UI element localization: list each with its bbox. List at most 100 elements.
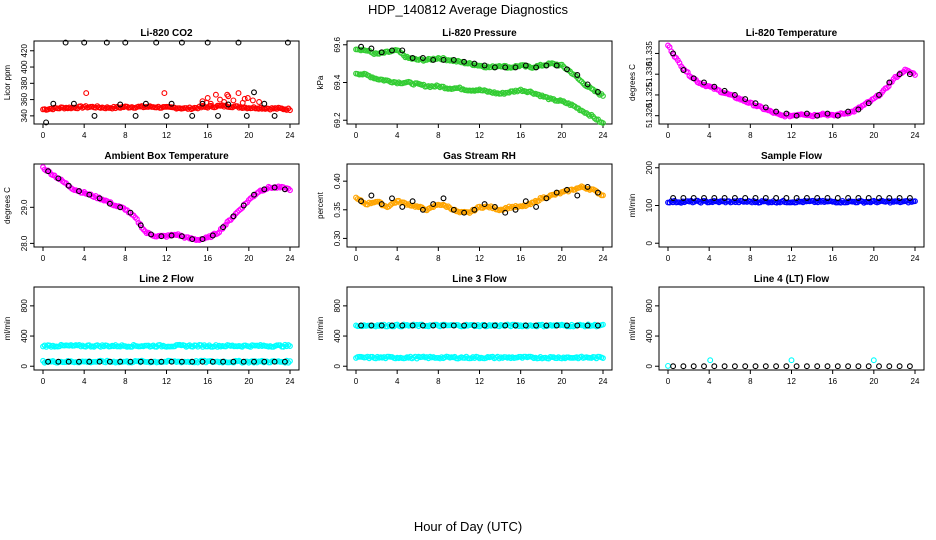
data-point — [461, 58, 468, 65]
data-point — [783, 363, 790, 370]
data-point — [886, 363, 893, 370]
data-point — [721, 363, 728, 370]
data-point — [773, 363, 780, 370]
data-point — [711, 195, 718, 201]
data-point — [481, 322, 488, 329]
data-point — [564, 186, 570, 193]
x-tick-label: 0 — [666, 254, 671, 263]
chart-title: Li-820 CO2 — [140, 28, 193, 39]
data-point — [168, 358, 175, 365]
data-point — [752, 195, 759, 201]
data-point — [285, 359, 292, 366]
x-tick-label: 12 — [162, 254, 171, 263]
x-tick-label: 24 — [286, 131, 295, 140]
panel-sample-flow: Sample Flow ml/min 0 4 8 12 16 20 24 0 100 200 — [628, 151, 925, 263]
data-point — [543, 195, 550, 202]
data-point — [461, 209, 468, 216]
y-tick-label: 69.6 — [333, 36, 342, 52]
data-point — [564, 66, 570, 73]
x-tick-label: 4 — [395, 254, 400, 263]
x-tick-label: 20 — [557, 377, 566, 386]
y-tick-label: 340 — [20, 109, 29, 123]
data-point — [762, 104, 769, 111]
data-point — [358, 43, 365, 50]
series-hour-average — [358, 183, 601, 216]
data-point — [481, 62, 488, 69]
y-tick-label: 800 — [333, 299, 342, 313]
data-point — [845, 108, 852, 115]
chart-title: Line 2 Flow — [139, 274, 194, 285]
data-point — [372, 355, 379, 362]
data-point — [189, 358, 196, 365]
x-tick-label: 16 — [516, 131, 525, 140]
y-tick-label: 0 — [20, 363, 29, 368]
x-tick-label: 24 — [911, 131, 920, 140]
data-point — [742, 195, 749, 201]
figure-title: HDP_140812 Average Diagnostics — [368, 2, 568, 17]
x-tick-label: 16 — [203, 377, 212, 386]
x-tick-label: 12 — [787, 377, 796, 386]
y-tick-label: 69.4 — [333, 74, 342, 90]
y-tick-label: 800 — [645, 299, 654, 313]
data-point — [584, 81, 591, 88]
data-point — [230, 358, 237, 365]
panel-line-3-flow: Line 3 Flow ml/min 0 4 8 12 16 20 24 0 400 800 — [316, 274, 613, 386]
data-point — [824, 195, 831, 201]
y-tick-label: 51.330 — [645, 61, 654, 86]
x-tick-label: 4 — [395, 377, 400, 386]
data-point — [855, 106, 862, 113]
y-tick-label: 69.2 — [333, 112, 342, 128]
x-tick-label: 20 — [557, 254, 566, 263]
data-point — [855, 195, 862, 201]
data-point — [62, 39, 69, 46]
x-tick-label: 20 — [244, 131, 253, 140]
data-point — [261, 358, 268, 365]
data-point — [76, 358, 82, 365]
data-point — [241, 95, 248, 102]
data-point — [117, 358, 124, 365]
data-point — [834, 195, 841, 201]
y-tick-label: 400 — [20, 329, 29, 343]
data-point — [731, 195, 738, 201]
data-point — [502, 322, 509, 329]
data-point — [788, 357, 795, 364]
data-point — [220, 358, 227, 365]
x-tick-label: 0 — [354, 377, 359, 386]
x-tick-label: 0 — [41, 254, 46, 263]
data-point — [70, 100, 77, 107]
data-point — [522, 62, 529, 69]
y-axis-label: Licor ppm — [3, 65, 12, 100]
data-point — [665, 362, 671, 369]
y-tick-label: 29.0 — [20, 199, 29, 215]
x-tick-label: 20 — [869, 377, 878, 386]
series-hour-average — [45, 358, 288, 365]
data-point — [419, 206, 426, 213]
x-tick-label: 24 — [911, 254, 920, 263]
data-point — [209, 232, 216, 239]
data-point — [855, 363, 862, 370]
data-point — [65, 182, 72, 189]
data-point — [189, 112, 196, 119]
data-point — [261, 100, 268, 107]
data-point — [235, 90, 242, 97]
chart-panels: Li-820 CO2 Licor ppm 0 4 8 12 16 20 24 340 360 380 4… — [3, 28, 925, 386]
data-point — [824, 363, 831, 370]
y-tick-label: 0.30 — [333, 230, 342, 246]
x-tick-label: 16 — [203, 131, 212, 140]
data-point — [793, 195, 800, 201]
data-point — [803, 110, 810, 117]
x-tick-label: 16 — [203, 254, 212, 263]
x-tick-label: 24 — [599, 377, 608, 386]
x-tick-label: 4 — [707, 377, 712, 386]
x-tick-label: 8 — [436, 131, 441, 140]
data-point — [103, 39, 110, 46]
data-point — [711, 83, 718, 90]
y-axis-label: degrees C — [3, 187, 12, 224]
data-point — [378, 49, 385, 56]
x-tick-label: 20 — [244, 254, 253, 263]
data-point — [256, 99, 263, 105]
data-point — [701, 79, 707, 86]
data-point — [600, 192, 606, 199]
x-tick-label: 16 — [828, 377, 837, 386]
data-point — [161, 90, 168, 97]
